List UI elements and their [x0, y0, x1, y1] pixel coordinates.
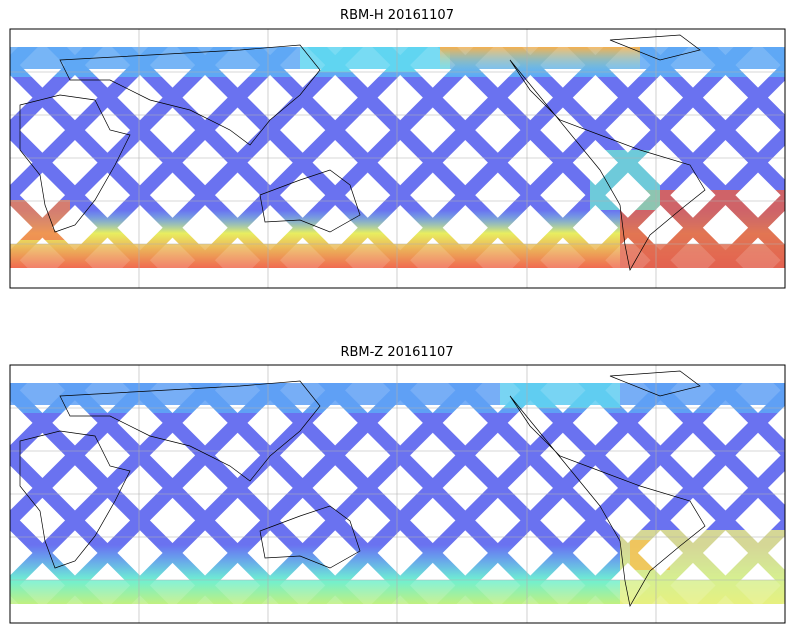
- panel-title: RBM-H 20161107: [340, 8, 454, 23]
- panel-title: RBM-Z 20161107: [340, 345, 453, 360]
- map-panel: RBM-H 20161107: [9, 8, 786, 289]
- map-frame: [9, 364, 786, 624]
- graticule: [10, 365, 785, 623]
- coastlines: [19, 34, 706, 271]
- map-frame: [9, 28, 786, 289]
- coastlines: [19, 370, 706, 607]
- graticule: [10, 29, 785, 288]
- map-panel: RBM-Z 20161107: [9, 345, 786, 624]
